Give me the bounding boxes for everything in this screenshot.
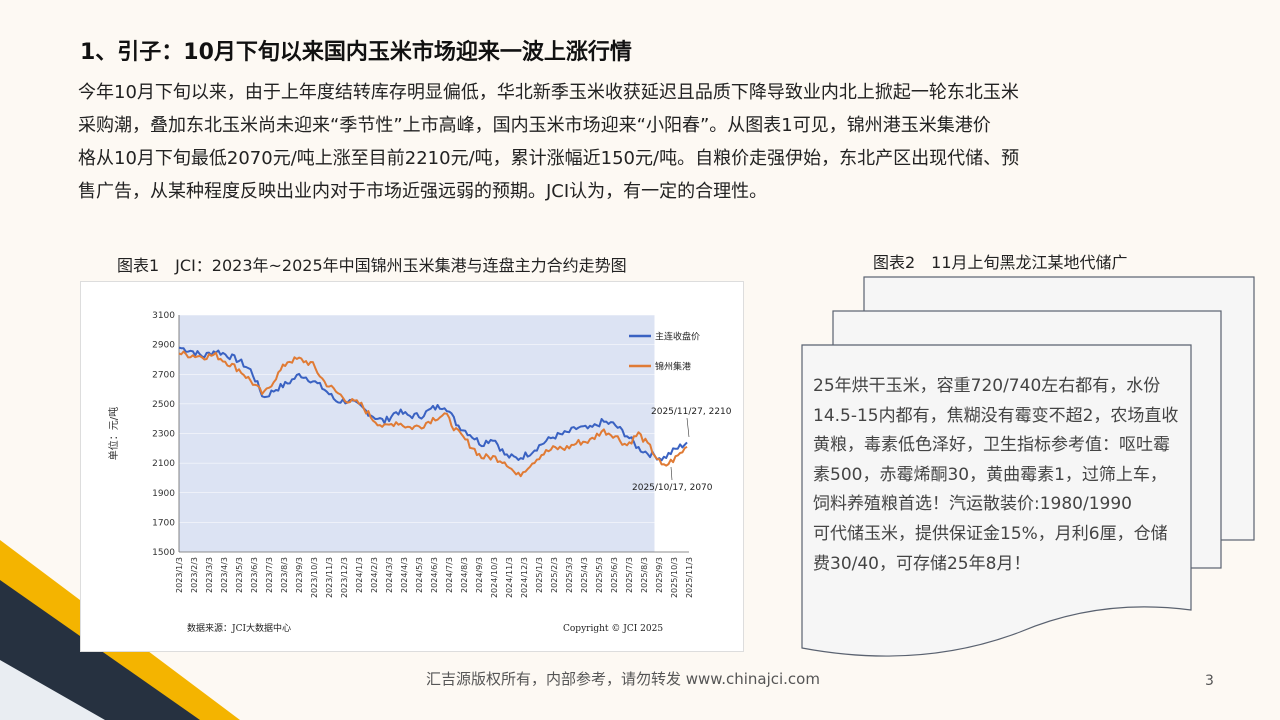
- chart-axes: [178, 314, 689, 553]
- intro-paragraph: 今年10月下旬以来，由于上年度结转库存明显偏低，华北新季玉米收获延迟且品质下降导…: [78, 76, 1208, 208]
- series-line-1: [178, 350, 688, 478]
- storage-ad-text: 25年烘干玉米，容重720/740左右都有，水份14.5-15内都有，焦糊没有霉…: [813, 372, 1179, 579]
- x-tick-label: 2023/10/3: [310, 557, 319, 598]
- page-number: 3: [1205, 673, 1214, 689]
- chart-source: 数据来源：JCI大数据中心: [187, 622, 291, 634]
- x-tick-label: 2025/2/3: [550, 557, 559, 593]
- corner-light-stripe: [0, 660, 105, 720]
- footer-copyright: 汇吉源版权所有，内部参考，请勿转发 www.chinajci.com: [426, 670, 820, 688]
- x-tick-label: 2025/8/3: [640, 557, 649, 593]
- legend-label: 锦州集港: [655, 361, 691, 373]
- x-tick-label: 2024/9/3: [475, 557, 484, 593]
- x-tick-label: 2024/2/3: [370, 557, 379, 593]
- ad-paragraph: 可代储玉米，提供保证金15%，月利6厘，仓储费30/40，可存储25年8月！: [813, 523, 1168, 574]
- x-tick-label: 2025/3/3: [565, 557, 574, 593]
- x-tick-label: 2025/1/3: [535, 557, 544, 593]
- ad-page-front: [801, 344, 1192, 657]
- y-tick-label: 1500: [152, 548, 175, 558]
- intro-line: 今年10月下旬以来，由于上年度结转库存明显偏低，华北新季玉米收获延迟且品质下降导…: [78, 82, 1019, 103]
- y-tick-label: 2900: [152, 341, 175, 351]
- annotation-pointer: [686, 417, 690, 438]
- y-tick-label: 1700: [152, 518, 175, 528]
- annotation-pointer: [670, 466, 673, 481]
- annotation-low: 2025/10/17, 2070: [632, 483, 713, 493]
- x-tick-label: 2024/6/3: [430, 557, 439, 593]
- x-tick-label: 2024/8/3: [460, 557, 469, 593]
- x-tick-label: 2024/5/3: [415, 557, 424, 593]
- x-tick-label: 2023/12/3: [340, 557, 349, 598]
- figure1-caption: 图表1 JCI：2023年~2025年中国锦州玉米集港与连盘主力合约走势图: [117, 256, 627, 275]
- x-tick-label: 2024/12/3: [520, 557, 529, 598]
- x-tick-label: 2024/7/3: [445, 557, 454, 593]
- storage-ad-pages: [801, 276, 1255, 657]
- x-tick-label: 2023/11/3: [325, 557, 334, 598]
- y-tick-label: 2700: [152, 370, 175, 380]
- price-chart: 3100 2900 2700 2500 2300 2100 1900 1700 1500 2023…: [80, 281, 744, 652]
- intro-line: 售广告，从某种程度反映出业内对于市场近强远弱的预期。JCI认为，有一定的合理性。: [78, 181, 768, 202]
- intro-line: 采购潮，叠加东北玉米尚未迎来“季节性”上市高峰，国内玉米市场迎来“小阳春”。从图…: [78, 115, 991, 136]
- x-tick-label: 2024/3/3: [385, 557, 394, 593]
- ad-paragraph: 25年烘干玉米，容重720/740左右都有，水份14.5-15内都有，焦糊没有霉…: [813, 376, 1179, 515]
- intro-line: 格从10月下旬最低2070元/吨上涨至目前2210元/吨，累计涨幅近150元/吨…: [78, 148, 1020, 169]
- x-tick-label: 2023/6/3: [250, 557, 259, 593]
- y-tick-label: 2500: [152, 400, 175, 410]
- chart-labels: 3100290027002500230021001900170015002023…: [107, 311, 732, 634]
- x-tick-label: 2025/4/3: [580, 557, 589, 593]
- y-tick-label: 2300: [152, 430, 175, 440]
- y-tick-label: 3100: [152, 311, 175, 321]
- x-tick-label: 2025/11/3: [685, 557, 694, 598]
- x-tick-label: 2025/6/3: [610, 557, 619, 593]
- y-axis-label: 单位：元/吨: [107, 407, 120, 460]
- x-tick-label: 2023/2/3: [190, 557, 199, 593]
- x-tick-label: 2025/9/3: [655, 557, 664, 593]
- x-tick-label: 2025/7/3: [625, 557, 634, 593]
- page-title: 1、引子：10月下旬以来国内玉米市场迎来一波上涨行情: [80, 40, 632, 65]
- x-tick-label: 2024/1/3: [355, 557, 364, 593]
- x-tick-label: 2025/10/3: [670, 557, 679, 598]
- series-line-0: [178, 346, 688, 462]
- y-tick-label: 1900: [152, 489, 175, 499]
- x-tick-label: 2023/1/3: [175, 557, 184, 593]
- figure2-caption: 图表2 11月上旬黑龙江某地代储广: [873, 253, 1128, 272]
- x-tick-label: 2023/3/3: [205, 557, 214, 593]
- price-chart-svg: 3100290027002500230021001900170015002023…: [107, 311, 732, 634]
- chart-copyright: Copyright © JCI 2025: [563, 624, 663, 634]
- legend-label: 主连收盘价: [655, 331, 700, 343]
- x-tick-label: 2023/8/3: [280, 557, 289, 593]
- x-tick-label: 2023/4/3: [220, 557, 229, 593]
- x-tick-label: 2024/4/3: [400, 557, 409, 593]
- x-tick-label: 2023/5/3: [235, 557, 244, 593]
- x-tick-label: 2023/7/3: [265, 557, 274, 593]
- x-tick-label: 2023/9/3: [295, 557, 304, 593]
- annotation-latest: 2025/11/27, 2210: [651, 407, 732, 417]
- chart-series: [178, 346, 688, 478]
- y-tick-label: 2100: [152, 459, 175, 469]
- x-tick-label: 2024/10/3: [490, 557, 499, 598]
- x-tick-label: 2024/11/3: [505, 557, 514, 598]
- x-tick-label: 2025/5/3: [595, 557, 604, 593]
